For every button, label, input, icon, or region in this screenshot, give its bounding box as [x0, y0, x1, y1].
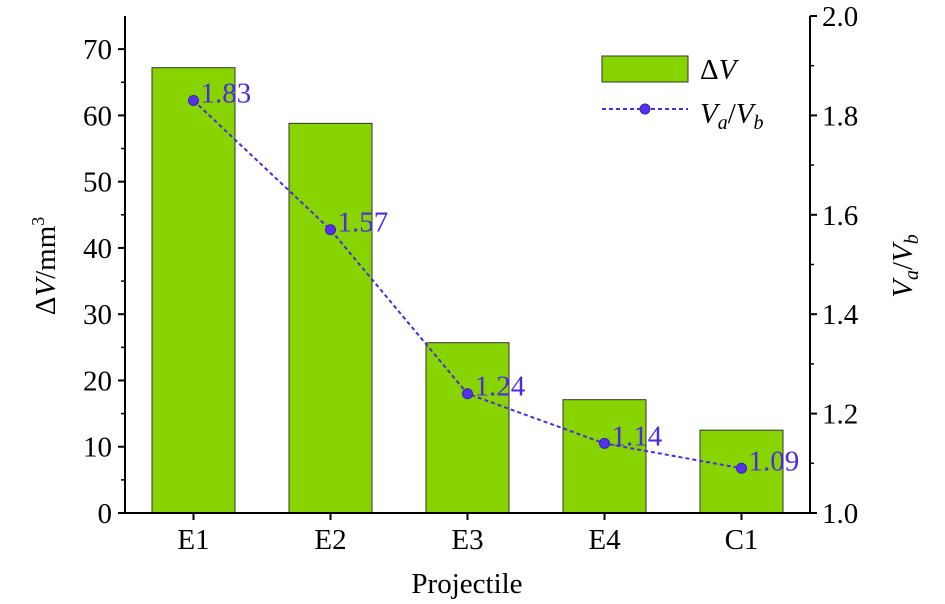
- bar-e2: [288, 122, 373, 514]
- y-right-tick-label: 2.0: [822, 1, 858, 33]
- bar-e3: [425, 342, 510, 514]
- y-right-axis-title: Va/Vb: [887, 234, 923, 298]
- x-axis-ticks: E1 E2 E3 E4 C1: [177, 513, 758, 556]
- y-left-tick-label: 10: [83, 432, 112, 464]
- ratio-point-e4: [599, 437, 610, 449]
- y-left-tick-label: 20: [83, 365, 112, 397]
- legend-swatch-bar: [601, 55, 689, 83]
- x-tick-label-e2: E2: [314, 524, 346, 556]
- y-right-tick-label: 1.8: [822, 100, 858, 132]
- legend: ΔV Va/Vb: [601, 54, 764, 134]
- x-axis-title: Projectile: [411, 568, 522, 600]
- ratio-point-e2: [325, 224, 336, 236]
- y-left-tick-label: 0: [98, 498, 113, 530]
- y-left-tick-label: 60: [83, 100, 112, 132]
- y-right-axis-ticks: 1.0 1.2 1.4 1.6 1.8 2.0: [810, 1, 859, 530]
- data-label-e2: 1.57: [338, 207, 389, 239]
- y-left-tick-label: 70: [83, 34, 112, 66]
- legend-label-line: Va/Vb: [700, 98, 764, 134]
- x-tick-label-e3: E3: [451, 524, 483, 556]
- data-label-e4: 1.14: [612, 420, 663, 452]
- bar-series: [151, 67, 784, 514]
- y-right-tick-label: 1.6: [822, 200, 858, 232]
- ratio-point-e1: [188, 94, 199, 106]
- x-tick-label-e1: E1: [177, 524, 209, 556]
- ratio-line-series: [188, 94, 747, 474]
- bar-e1: [151, 67, 236, 514]
- ratio-point-c1: [736, 462, 747, 474]
- y-right-tick-label: 1.2: [822, 399, 858, 431]
- data-label-c1: 1.09: [749, 445, 800, 477]
- legend-label-bar: ΔV: [700, 54, 740, 86]
- ratio-point-e3: [462, 388, 473, 400]
- x-tick-label-e4: E4: [588, 524, 621, 556]
- legend-swatch-marker: [639, 103, 651, 115]
- y-left-tick-label: 50: [83, 167, 112, 199]
- y-left-axis-title: ΔV/mm3: [28, 217, 62, 316]
- data-label-e3: 1.24: [475, 371, 526, 403]
- data-label-e1: 1.83: [201, 77, 252, 109]
- y-right-tick-label: 1.0: [822, 498, 858, 530]
- y-right-tick-label: 1.4: [822, 299, 859, 331]
- data-labels: 1.83 1.57 1.24 1.14 1.09: [201, 77, 800, 477]
- y-left-tick-label: 30: [83, 299, 112, 331]
- y-left-axis-ticks: 0 10 20 30 40 50 60 70: [83, 34, 125, 530]
- x-tick-label-c1: C1: [725, 524, 759, 556]
- y-left-tick-label: 40: [83, 233, 112, 265]
- bar-e4: [562, 399, 647, 514]
